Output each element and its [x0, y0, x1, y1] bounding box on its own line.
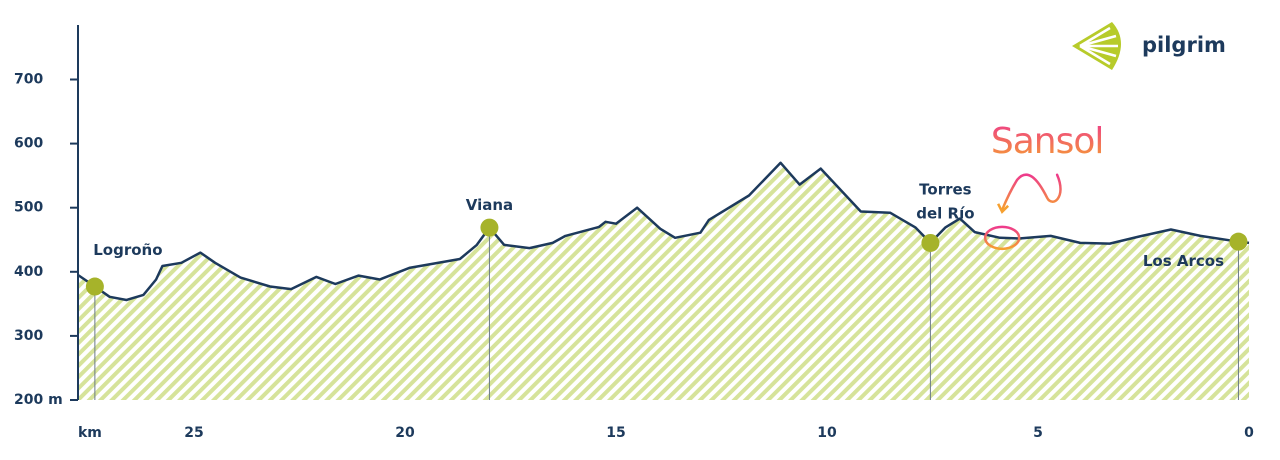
brand-name: pilgrim: [1142, 33, 1226, 57]
y-tick-label: 500: [14, 200, 43, 216]
logo: pilgrim: [1072, 22, 1226, 70]
x-tick-label: 15: [606, 425, 625, 441]
waypoint-marker: [921, 233, 940, 252]
elevation-line: [77, 161, 1250, 302]
x-tick-label: 5: [1033, 425, 1043, 441]
y-tick-label: 200 m: [14, 392, 63, 408]
waypoint-marker: [1229, 232, 1248, 251]
x-tick-label: 0: [1244, 425, 1254, 441]
x-tick-label: 20: [395, 425, 415, 441]
x-tick-label: 10: [817, 425, 837, 441]
y-tick-label: 400: [14, 264, 43, 280]
waypoint-label: del Río: [916, 204, 974, 222]
annotation-arrowhead: [997, 203, 1010, 214]
annotation-arrow: [1000, 173, 1062, 212]
plot: 200 m 300 400 500 600 700 km 25 20 15 10 5 0 Logroño V…: [14, 25, 1254, 441]
y-tick-label: 300: [14, 328, 43, 344]
logo-shell: [1072, 22, 1121, 70]
waypoint-label: Viana: [466, 196, 513, 214]
waypoint-marker: [85, 277, 104, 296]
y-tick-label: 600: [14, 136, 43, 152]
x-tick-label: 25: [184, 425, 203, 441]
waypoint-label: Torres: [919, 180, 972, 198]
y-tick-label: 700: [14, 71, 43, 87]
x-axis-label: km: [78, 425, 102, 441]
waypoint-label: Logroño: [93, 241, 162, 259]
waypoint-label: Los Arcos: [1143, 252, 1224, 270]
annotation-text: Sansol: [991, 121, 1104, 162]
annotation-circle: [983, 225, 1021, 251]
waypoint-marker: [480, 218, 499, 237]
